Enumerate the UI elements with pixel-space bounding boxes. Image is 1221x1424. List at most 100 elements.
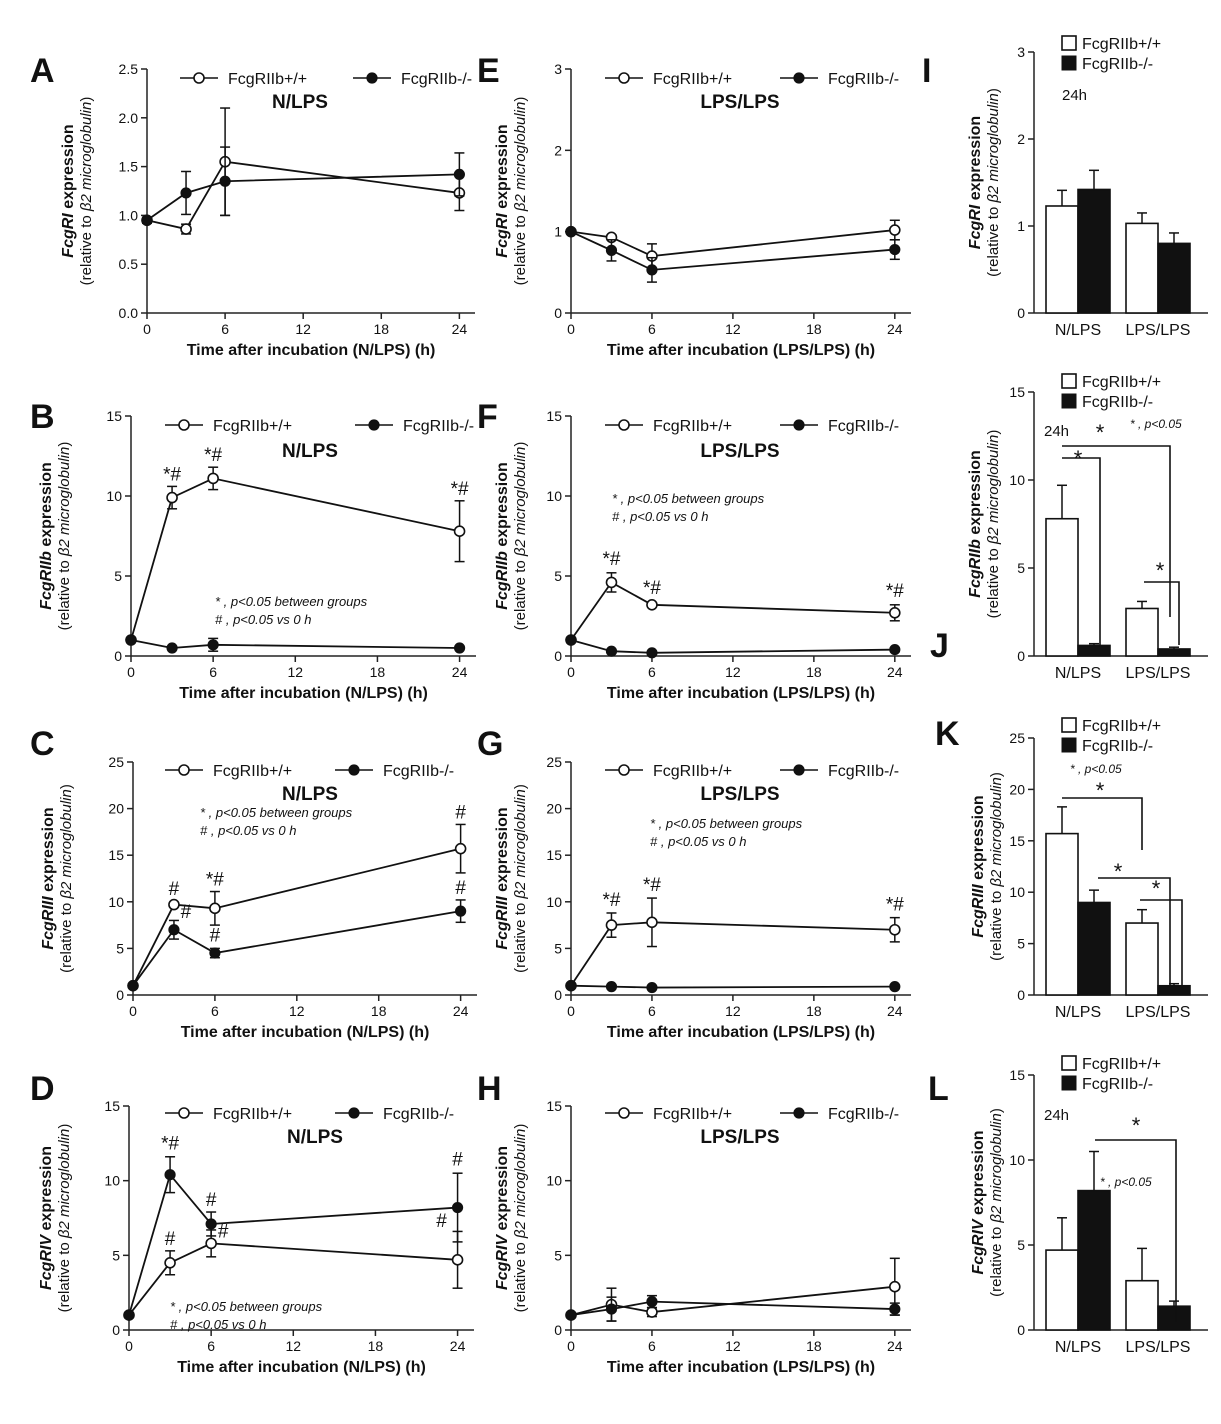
data-point-ko [889, 243, 901, 256]
x-tick-label: 18 [806, 1003, 822, 1019]
y-tick-label: 20 [546, 801, 562, 817]
x-category-label: N/LPS [1055, 322, 1101, 339]
rel-b: β2 microglobulin [512, 789, 529, 899]
x-axis-label: Time after incubation (LPS/LPS) (h) [607, 685, 875, 702]
x-tick-label: 24 [887, 664, 903, 680]
p-note: * , p<0.05 [1070, 762, 1122, 776]
panel-condition: N/LPS [282, 441, 338, 462]
x-tick-label: 0 [129, 1003, 137, 1019]
data-point-ko [565, 1309, 577, 1321]
significance-mark: *# [886, 581, 904, 602]
rel-c: ) [985, 88, 1002, 93]
data-point-wt [646, 1306, 658, 1318]
data-point-ko [180, 187, 192, 199]
y-axis-subtitle: (relative to β2 microglobulin) [988, 1108, 1005, 1297]
expression-word: expression [494, 1146, 511, 1235]
bar-wt [1125, 222, 1159, 314]
y-tick-label: 0.5 [119, 256, 139, 272]
x-category-label: LPS/LPS [1126, 1004, 1191, 1021]
x-tick-label: 12 [295, 321, 311, 337]
bar-wt [1045, 1249, 1079, 1331]
panel-condition: N/LPS [282, 784, 338, 805]
legend-label-wt: FcgRIIb+/+ [1082, 36, 1161, 53]
bar-ko [1157, 984, 1191, 996]
legend-label-ko: FcgRIIb-/- [828, 418, 899, 435]
y-axis-label: FcgRIII expression(relative to β2 microg… [40, 784, 75, 973]
x-tick-label: 6 [211, 1003, 219, 1019]
rel-b: β2 microglobulin [512, 1129, 529, 1239]
y-axis-title: FcgRI expression [494, 124, 511, 257]
panel-letter: E [477, 52, 500, 90]
data-point-ko [368, 419, 380, 431]
p-note: * , p<0.05 [1130, 417, 1182, 431]
y-tick-label: 10 [104, 1173, 120, 1189]
stats-note-between: * , p<0.05 between groups [650, 816, 803, 831]
rel-a: (relative to [988, 887, 1005, 961]
y-axis-subtitle: (relative to β2 microglobulin) [512, 97, 529, 286]
y-tick-label: 10 [546, 488, 562, 504]
series-line-wt [130, 477, 460, 641]
series-line-wt [570, 1285, 895, 1316]
significance-mark: # [452, 1150, 463, 1171]
x-tick-label: 18 [368, 1338, 384, 1354]
rel-b: β2 microglobulin [512, 447, 529, 557]
data-point-wt [605, 919, 618, 931]
x-tick-label: 12 [289, 1003, 305, 1019]
y-axis-title: FcgRIII expression [40, 807, 57, 949]
rel-b: β2 microglobulin [988, 777, 1005, 887]
legend-box-wt [1061, 35, 1077, 51]
data-point-ko [168, 924, 180, 936]
significance-bracket [1098, 877, 1171, 988]
y-axis-label: FcgRIIb expression(relative to β2 microg… [38, 442, 73, 631]
y-axis-subtitle: (relative to β2 microglobulin) [512, 1124, 529, 1313]
legend-label-wt: FcgRIIb+/+ [653, 71, 732, 88]
y-tick-label: 5 [1017, 560, 1025, 576]
expression-word: expression [38, 1146, 55, 1235]
stats-note-between: * , p<0.05 between groups [612, 491, 765, 506]
x-tick-label: 24 [452, 664, 468, 680]
significance-star: * [1096, 778, 1105, 803]
y-tick-label: 25 [546, 754, 562, 770]
y-tick-label: 25 [1009, 730, 1025, 746]
y-tick-label: 0.0 [119, 305, 139, 321]
series-line-ko [570, 639, 895, 654]
rel-c: ) [56, 442, 73, 447]
panel-letter: G [477, 725, 503, 763]
expression-word: expression [40, 807, 57, 896]
y-tick-label: 10 [546, 894, 562, 910]
x-axis-label: Time after incubation (LPS/LPS) (h) [607, 342, 875, 359]
y-tick-label: 0 [1017, 1322, 1025, 1338]
rel-c: ) [58, 784, 75, 789]
data-point-wt [205, 1237, 217, 1250]
x-tick-label: 12 [725, 321, 741, 337]
series-line-wt [128, 1242, 458, 1316]
y-tick-label: 5 [554, 940, 562, 956]
legend-box-ko [1061, 55, 1077, 71]
y-axis-title: FcgRIIb expression [967, 450, 984, 598]
x-tick-label: 24 [887, 1003, 903, 1019]
bar-ko [1077, 188, 1111, 314]
significance-mark: *# [643, 578, 661, 599]
bar-ko [1157, 242, 1191, 314]
y-axis-title: FcgRIV expression [38, 1146, 55, 1290]
data-point-ko [451, 1201, 464, 1214]
bar-ko [1077, 1189, 1111, 1331]
legend-label-ko: FcgRIIb-/- [828, 1106, 899, 1123]
y-tick-label: 25 [108, 754, 124, 770]
data-point-ko [453, 642, 466, 654]
gene-name: FcgRI [967, 204, 984, 249]
legend-box-wt [1061, 373, 1077, 389]
significance-bracket [1062, 457, 1101, 645]
data-point-ko [889, 981, 901, 993]
data-point-ko [455, 905, 467, 917]
rel-a: (relative to [58, 899, 75, 973]
data-point-ko [348, 1107, 360, 1119]
bar-ko [1157, 648, 1191, 657]
x-tick-label: 18 [806, 664, 822, 680]
significance-mark: *# [602, 549, 620, 570]
x-category-label: LPS/LPS [1126, 665, 1191, 682]
y-axis-subtitle: (relative to β2 microglobulin) [56, 442, 73, 631]
x-axis-label: Time after incubation (N/LPS) (h) [187, 342, 436, 359]
y-tick-label: 15 [1009, 1067, 1025, 1083]
stats-note-between: * , p<0.05 between groups [200, 805, 353, 820]
